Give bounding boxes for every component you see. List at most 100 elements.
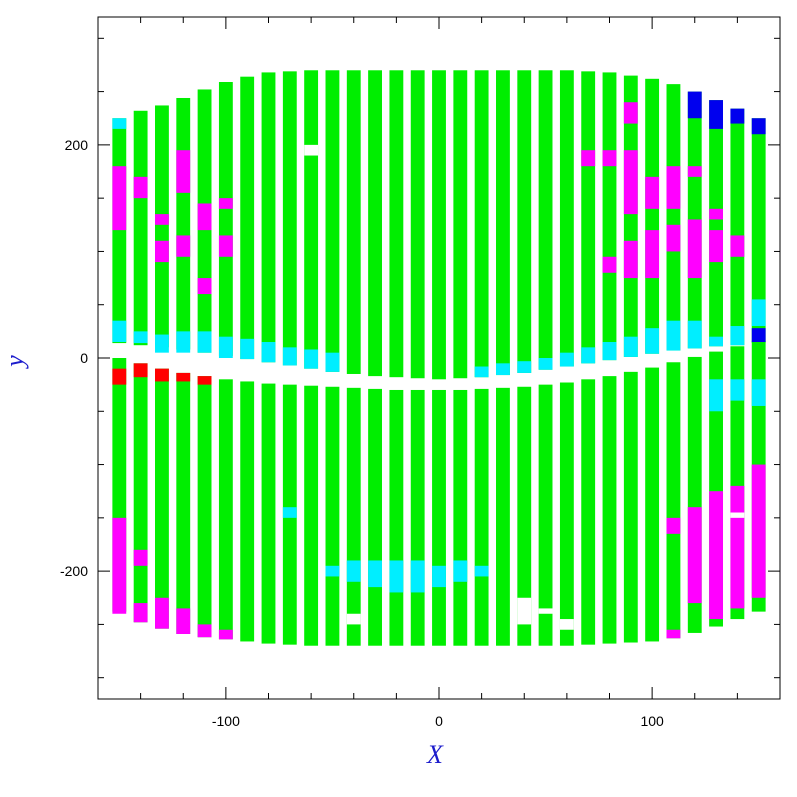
strip-segment-magenta [645, 230, 660, 279]
strip-upper [453, 70, 468, 379]
strip-segment-cyan [559, 352, 574, 367]
strip-upper [602, 72, 617, 361]
strip-lower [368, 388, 382, 646]
strip-segment-magenta [197, 203, 212, 231]
strip-lower [218, 379, 233, 640]
strip-segment-magenta [197, 278, 212, 295]
strip-lower [325, 386, 340, 646]
strip-segment-magenta [176, 150, 191, 193]
x-tick-label: 100 [640, 713, 664, 729]
x-tick-label: -100 [212, 713, 240, 729]
strip-lower [623, 371, 638, 643]
strip-segment-magenta [602, 256, 617, 273]
strip-segment-cyan [517, 361, 532, 373]
strip-upper [240, 76, 255, 360]
strip-lower [474, 388, 489, 646]
strip-upper [112, 118, 127, 344]
strip-segment-magenta [730, 485, 745, 609]
strip-segment-cyan [751, 379, 766, 406]
strip-segment-magenta [133, 176, 148, 199]
strip-segment-blue [751, 328, 766, 343]
strip-segment-magenta [666, 224, 681, 252]
strip-segment-cyan [218, 336, 233, 358]
strip-segment-cyan [368, 560, 382, 588]
strip-segment-magenta [218, 235, 233, 257]
strip-segment-magenta [623, 150, 638, 215]
strip-segment-magenta [197, 624, 212, 638]
strip-upper [432, 70, 446, 380]
strip-lower [453, 389, 468, 646]
strip-upper [496, 70, 510, 376]
strip-segment-magenta [155, 597, 169, 629]
strip-lower [559, 382, 574, 646]
strip-segment-magenta [687, 219, 702, 279]
y-tick-label: -200 [60, 563, 88, 579]
strip-gap [730, 512, 745, 518]
strip-upper [325, 70, 340, 372]
strip-segment-magenta [687, 507, 702, 604]
strip-segment-magenta [623, 240, 638, 279]
strip-lower [197, 376, 212, 638]
strip-upper [389, 70, 404, 378]
strip-upper [538, 70, 553, 370]
strip-upper [666, 84, 681, 351]
strip-segment-magenta [581, 150, 596, 167]
tick-label-layer: -100 0 100 -200 0 200 [60, 137, 664, 729]
strip-upper [709, 100, 723, 347]
strip-segment-cyan [623, 336, 638, 357]
strip-segment-cyan [538, 358, 553, 370]
strip-segment-cyan [325, 565, 340, 577]
strip-segment-magenta [602, 150, 617, 167]
strip-segment-magenta [666, 166, 681, 209]
strip-lower [496, 387, 510, 646]
strip-lower [666, 362, 681, 639]
strip-segment-cyan [112, 320, 127, 343]
strip-segment-cyan [730, 379, 745, 401]
strip-segment-magenta [176, 608, 191, 634]
strip-gap [304, 144, 319, 156]
strip-segment-cyan [709, 336, 723, 347]
strip-segment-blue [730, 108, 745, 124]
strip-segment-magenta [176, 235, 191, 257]
strip-segment-red [133, 363, 148, 378]
strip-segment-red [112, 368, 127, 385]
strip-segment-magenta [133, 603, 148, 623]
strip-segment-cyan [496, 363, 510, 376]
y-tick-label: 200 [65, 137, 89, 153]
strip-segment-magenta [709, 230, 723, 263]
strip-upper [623, 75, 638, 357]
tick-layer [97, 17, 781, 699]
strip-segment-red [197, 376, 212, 385]
strip-layer [112, 70, 766, 646]
strip-segment-blue [751, 118, 766, 135]
strip-gap [538, 608, 553, 614]
strip-segment-cyan [261, 342, 276, 363]
strip-upper [474, 70, 489, 378]
strip-segment-magenta [112, 166, 127, 231]
strip-segment-cyan [325, 352, 340, 372]
strip-gap [517, 597, 532, 625]
strip-segment-cyan [730, 326, 745, 346]
strip-gap [559, 619, 574, 630]
gap-layer [304, 144, 745, 630]
strip-upper [368, 70, 382, 377]
strip-upper [410, 70, 425, 379]
strip-upper [517, 70, 532, 373]
strip-segment-cyan [304, 349, 319, 369]
strip-segment-magenta [218, 198, 233, 209]
strip-segment-cyan [709, 379, 723, 412]
strip-upper [730, 108, 745, 346]
x-axis-title: X [426, 740, 444, 769]
strip-segment-magenta [666, 629, 681, 639]
strip-segment-cyan [432, 565, 446, 588]
strip-upper [304, 70, 319, 369]
strip-lower [410, 389, 425, 646]
strip-segment-magenta [112, 517, 127, 614]
strip-segment-blue [709, 100, 723, 129]
strip-segment-magenta [645, 176, 660, 209]
strip-segment-cyan [282, 507, 297, 518]
strip-segment-magenta [133, 549, 148, 566]
strip-upper [261, 72, 276, 363]
strip-segment-magenta [751, 464, 766, 598]
strip-segment-magenta [730, 235, 745, 257]
